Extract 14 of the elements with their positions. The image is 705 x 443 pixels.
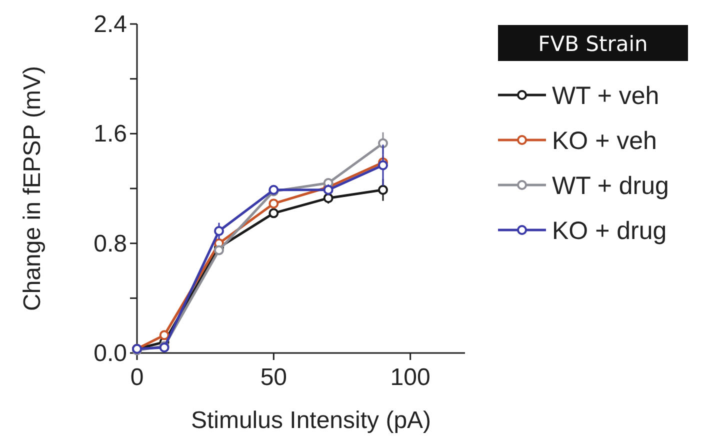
x-tick-label: 50	[260, 364, 288, 391]
y-tick-label: 0.8	[94, 230, 127, 258]
x-axis-title: Stimulus Intensity (pA)	[190, 407, 432, 434]
legend-label: WT + veh	[552, 82, 660, 110]
legend-label: WT + drug	[552, 172, 669, 200]
y-tick-label: 0.0	[94, 340, 127, 367]
x-tick-label: 0	[130, 364, 144, 391]
y-tick-label: 2.4	[94, 11, 127, 38]
y-tick-label: 1.6	[94, 120, 127, 148]
x-tick-label: 100	[390, 364, 430, 391]
y-axis-title: Change in fEPSP (mV)	[19, 66, 46, 312]
legend-label: KO + drug	[552, 217, 667, 245]
legend-label: KO + veh	[552, 127, 657, 155]
legend-title: FVB Strain	[538, 32, 648, 56]
